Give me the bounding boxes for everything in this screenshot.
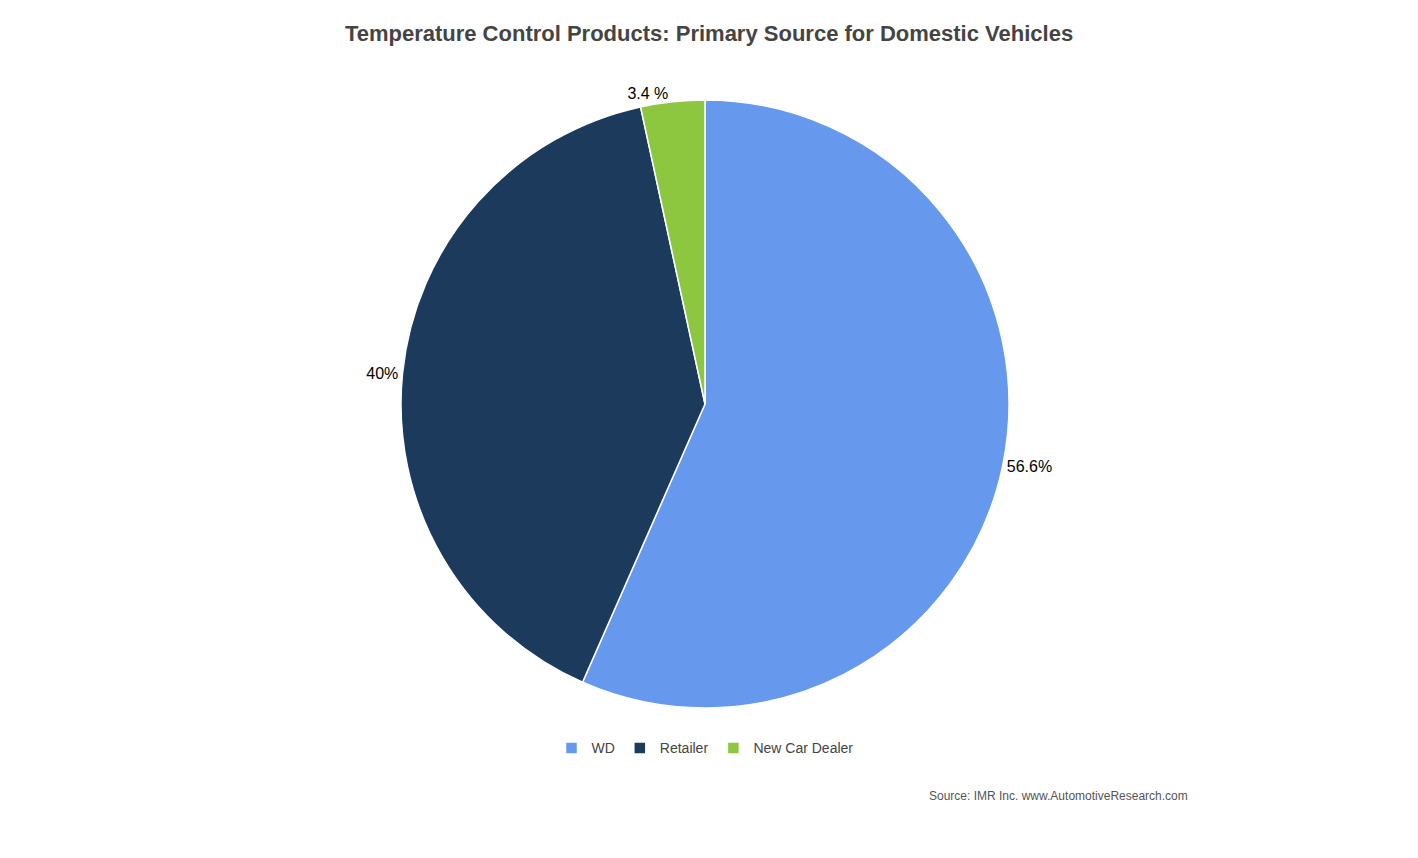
svg-text:Source: IMR Inc. www.Automotiv: Source: IMR Inc. www.AutomotiveResearch.… bbox=[929, 789, 1188, 803]
svg-text:New Car Dealer: New Car Dealer bbox=[753, 740, 853, 756]
svg-text:40%: 40% bbox=[366, 365, 398, 382]
svg-text:Retailer: Retailer bbox=[660, 740, 709, 756]
svg-text:56.6%: 56.6% bbox=[1007, 458, 1052, 475]
svg-text:WD: WD bbox=[592, 740, 615, 756]
svg-text:Temperature Control Products:: Temperature Control Products: Primary So… bbox=[345, 21, 1073, 46]
svg-text:3.4 %: 3.4 % bbox=[627, 85, 668, 102]
